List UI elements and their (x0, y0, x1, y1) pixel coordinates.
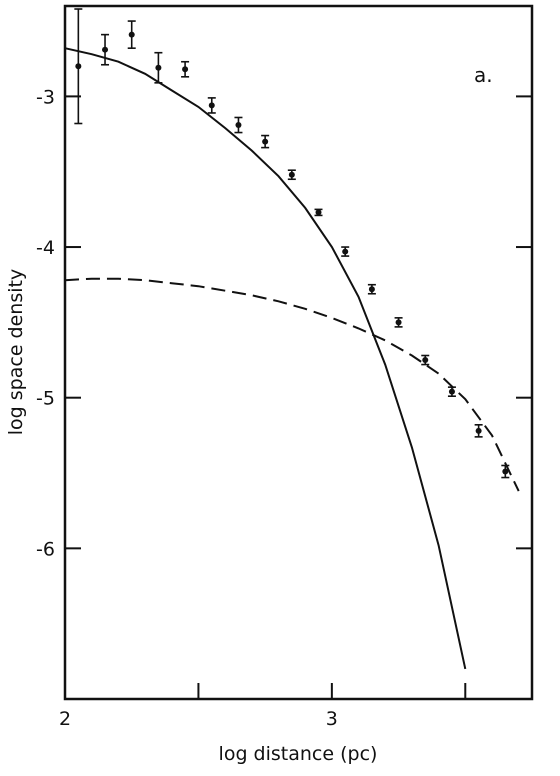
data-point (422, 357, 429, 364)
data-points (74, 8, 510, 479)
data-point (448, 388, 455, 395)
y-tick-label: -4 (36, 237, 55, 259)
model-curves (64, 47, 520, 670)
data-point (235, 122, 242, 129)
data-point (502, 468, 509, 475)
dashed-model-curve (64, 277, 520, 492)
y-tick-label: -3 (36, 86, 55, 108)
data-point (342, 248, 349, 255)
data-point (395, 319, 402, 326)
panel-label: a. (474, 63, 493, 87)
y-tick-label: -5 (36, 388, 55, 410)
data-point (208, 102, 215, 109)
data-point (288, 171, 295, 178)
x-tick-label: 3 (326, 708, 338, 730)
data-point (155, 64, 162, 71)
ticks: 2 3 -3 -4 -5 -6 (36, 86, 532, 730)
data-point (262, 138, 269, 145)
data-point (102, 46, 109, 53)
solid-model-curve (64, 47, 467, 670)
data-point (128, 31, 135, 38)
data-point (315, 209, 322, 216)
data-point (368, 286, 375, 293)
plot-frame (63, 4, 534, 701)
x-tick-label: 2 (59, 708, 71, 730)
data-point (182, 66, 189, 73)
x-axis-label: log distance (pc) (219, 743, 378, 765)
y-axis-label: log space density (5, 269, 27, 435)
y-tick-label: -6 (36, 538, 55, 560)
data-point (475, 427, 482, 434)
data-point (75, 63, 82, 70)
